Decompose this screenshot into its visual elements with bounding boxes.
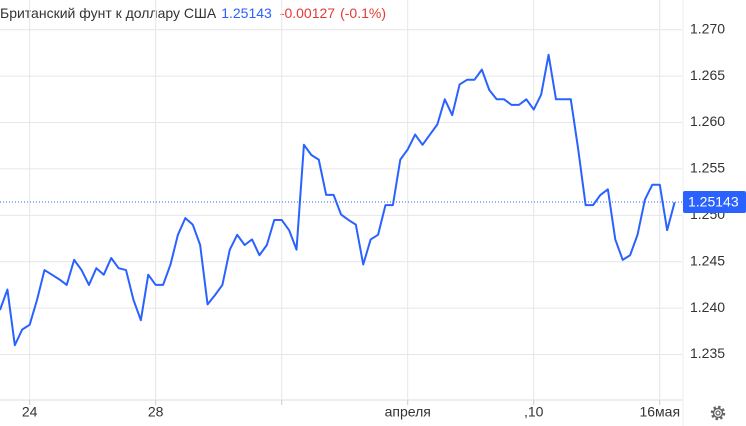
change-pct: (-0.1%) — [340, 5, 386, 21]
y-tick-label: 1.235 — [690, 345, 725, 361]
y-tick-label: 1.255 — [690, 160, 725, 176]
y-tick-label: 1.265 — [690, 67, 725, 83]
change: -0.00127 — [280, 5, 335, 21]
x-tick-label: апреля — [385, 404, 431, 420]
chart-title: Британский фунт к доллару США 1.25143 -0.0… — [0, 5, 386, 21]
gear-teeth — [710, 405, 726, 421]
gear-body — [712, 407, 724, 419]
x-tick-label: 28 — [148, 404, 164, 420]
gear-hole — [715, 410, 721, 416]
grid — [0, 0, 682, 400]
x-tick-label: 16мая — [639, 404, 680, 420]
y-tick-label: 1.245 — [690, 252, 725, 268]
last-price-label: 1.25143 — [688, 194, 739, 210]
price-line — [0, 53, 676, 347]
y-tick-label: 1.260 — [690, 113, 725, 129]
price: 1.25143 — [221, 5, 272, 21]
x-tick-label: 24 — [22, 404, 38, 420]
settings-icon[interactable] — [710, 405, 726, 421]
y-tick-label: 1.270 — [690, 20, 725, 36]
x-tick-label: ,10 — [524, 404, 544, 420]
title: Британский фунт к доллару США — [0, 5, 217, 21]
y-tick-label: 1.240 — [690, 299, 725, 315]
last-price-box — [683, 191, 746, 214]
